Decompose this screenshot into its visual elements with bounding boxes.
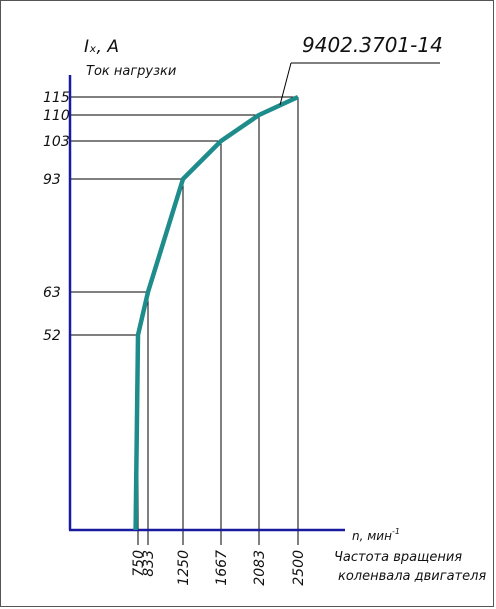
y-tick-label: 52 <box>43 328 61 344</box>
guide-lines <box>70 96 299 545</box>
x-tick-label: 2500 <box>291 550 307 586</box>
x-axis-label-sup: -1 <box>392 527 400 536</box>
x-axis-label: n, мин-1 <box>352 527 400 543</box>
x-tick-label: 833 <box>141 550 157 577</box>
y-tick-label: 103 <box>43 134 70 150</box>
x-tick-label: 1250 <box>176 550 192 586</box>
y-axis-label: Iₓ, A <box>84 37 119 57</box>
y-tick-label: 110 <box>43 108 70 124</box>
y-axis-caption: Ток нагрузки <box>86 64 176 79</box>
curve-label-leader <box>279 62 292 106</box>
x-tick-label: 1667 <box>214 550 230 586</box>
y-tick-label: 115 <box>43 90 70 106</box>
y-tick-label: 93 <box>43 172 61 188</box>
series-line <box>133 94 299 531</box>
y-tick-label: 63 <box>43 285 61 301</box>
x-axis-caption-line1: Частота вращения <box>334 550 462 565</box>
x-tick-label: 750 <box>131 550 147 577</box>
curve-label: 9402.3701-14 <box>302 33 443 57</box>
x-axis-caption-line2: коленвала двигателя <box>338 569 486 584</box>
x-tick-label: 2083 <box>252 550 268 586</box>
axes <box>68 75 345 532</box>
x-axis-label-text: n, мин <box>352 529 392 543</box>
